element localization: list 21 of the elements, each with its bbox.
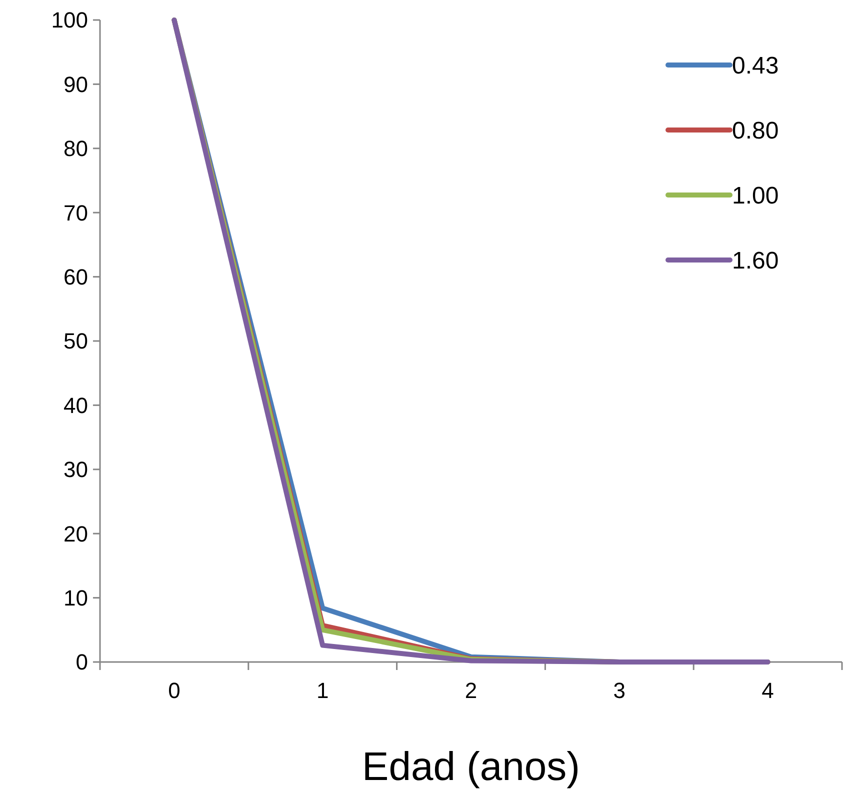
y-tick-label: 80: [64, 136, 88, 162]
y-tick-label: 90: [64, 72, 88, 97]
y-tick-label: 100: [51, 8, 88, 33]
legend-label: 1.00: [732, 182, 779, 210]
x-tick-label: 3: [613, 678, 626, 703]
x-tick-label: 1: [316, 678, 329, 703]
y-tick-label: 30: [64, 457, 88, 482]
y-tick-label: 60: [64, 264, 88, 290]
legend-label: 0.80: [732, 117, 779, 144]
legend-label: 1.60: [732, 247, 779, 274]
x-tick-label: 0: [168, 678, 180, 703]
y-tick-label: 70: [64, 200, 88, 226]
x-tick-label: 2: [464, 678, 478, 703]
x-tick-label: 4: [762, 678, 774, 703]
y-tick-label: 20: [64, 521, 88, 546]
legend-label: 0.43: [732, 52, 779, 80]
y-tick-label: 10: [64, 586, 88, 610]
y-tick-label: 40: [64, 392, 88, 418]
y-tick-label: 50: [64, 328, 88, 354]
x-axis-title: Edad (anos): [362, 745, 580, 789]
y-tick-label: 0: [76, 650, 88, 675]
